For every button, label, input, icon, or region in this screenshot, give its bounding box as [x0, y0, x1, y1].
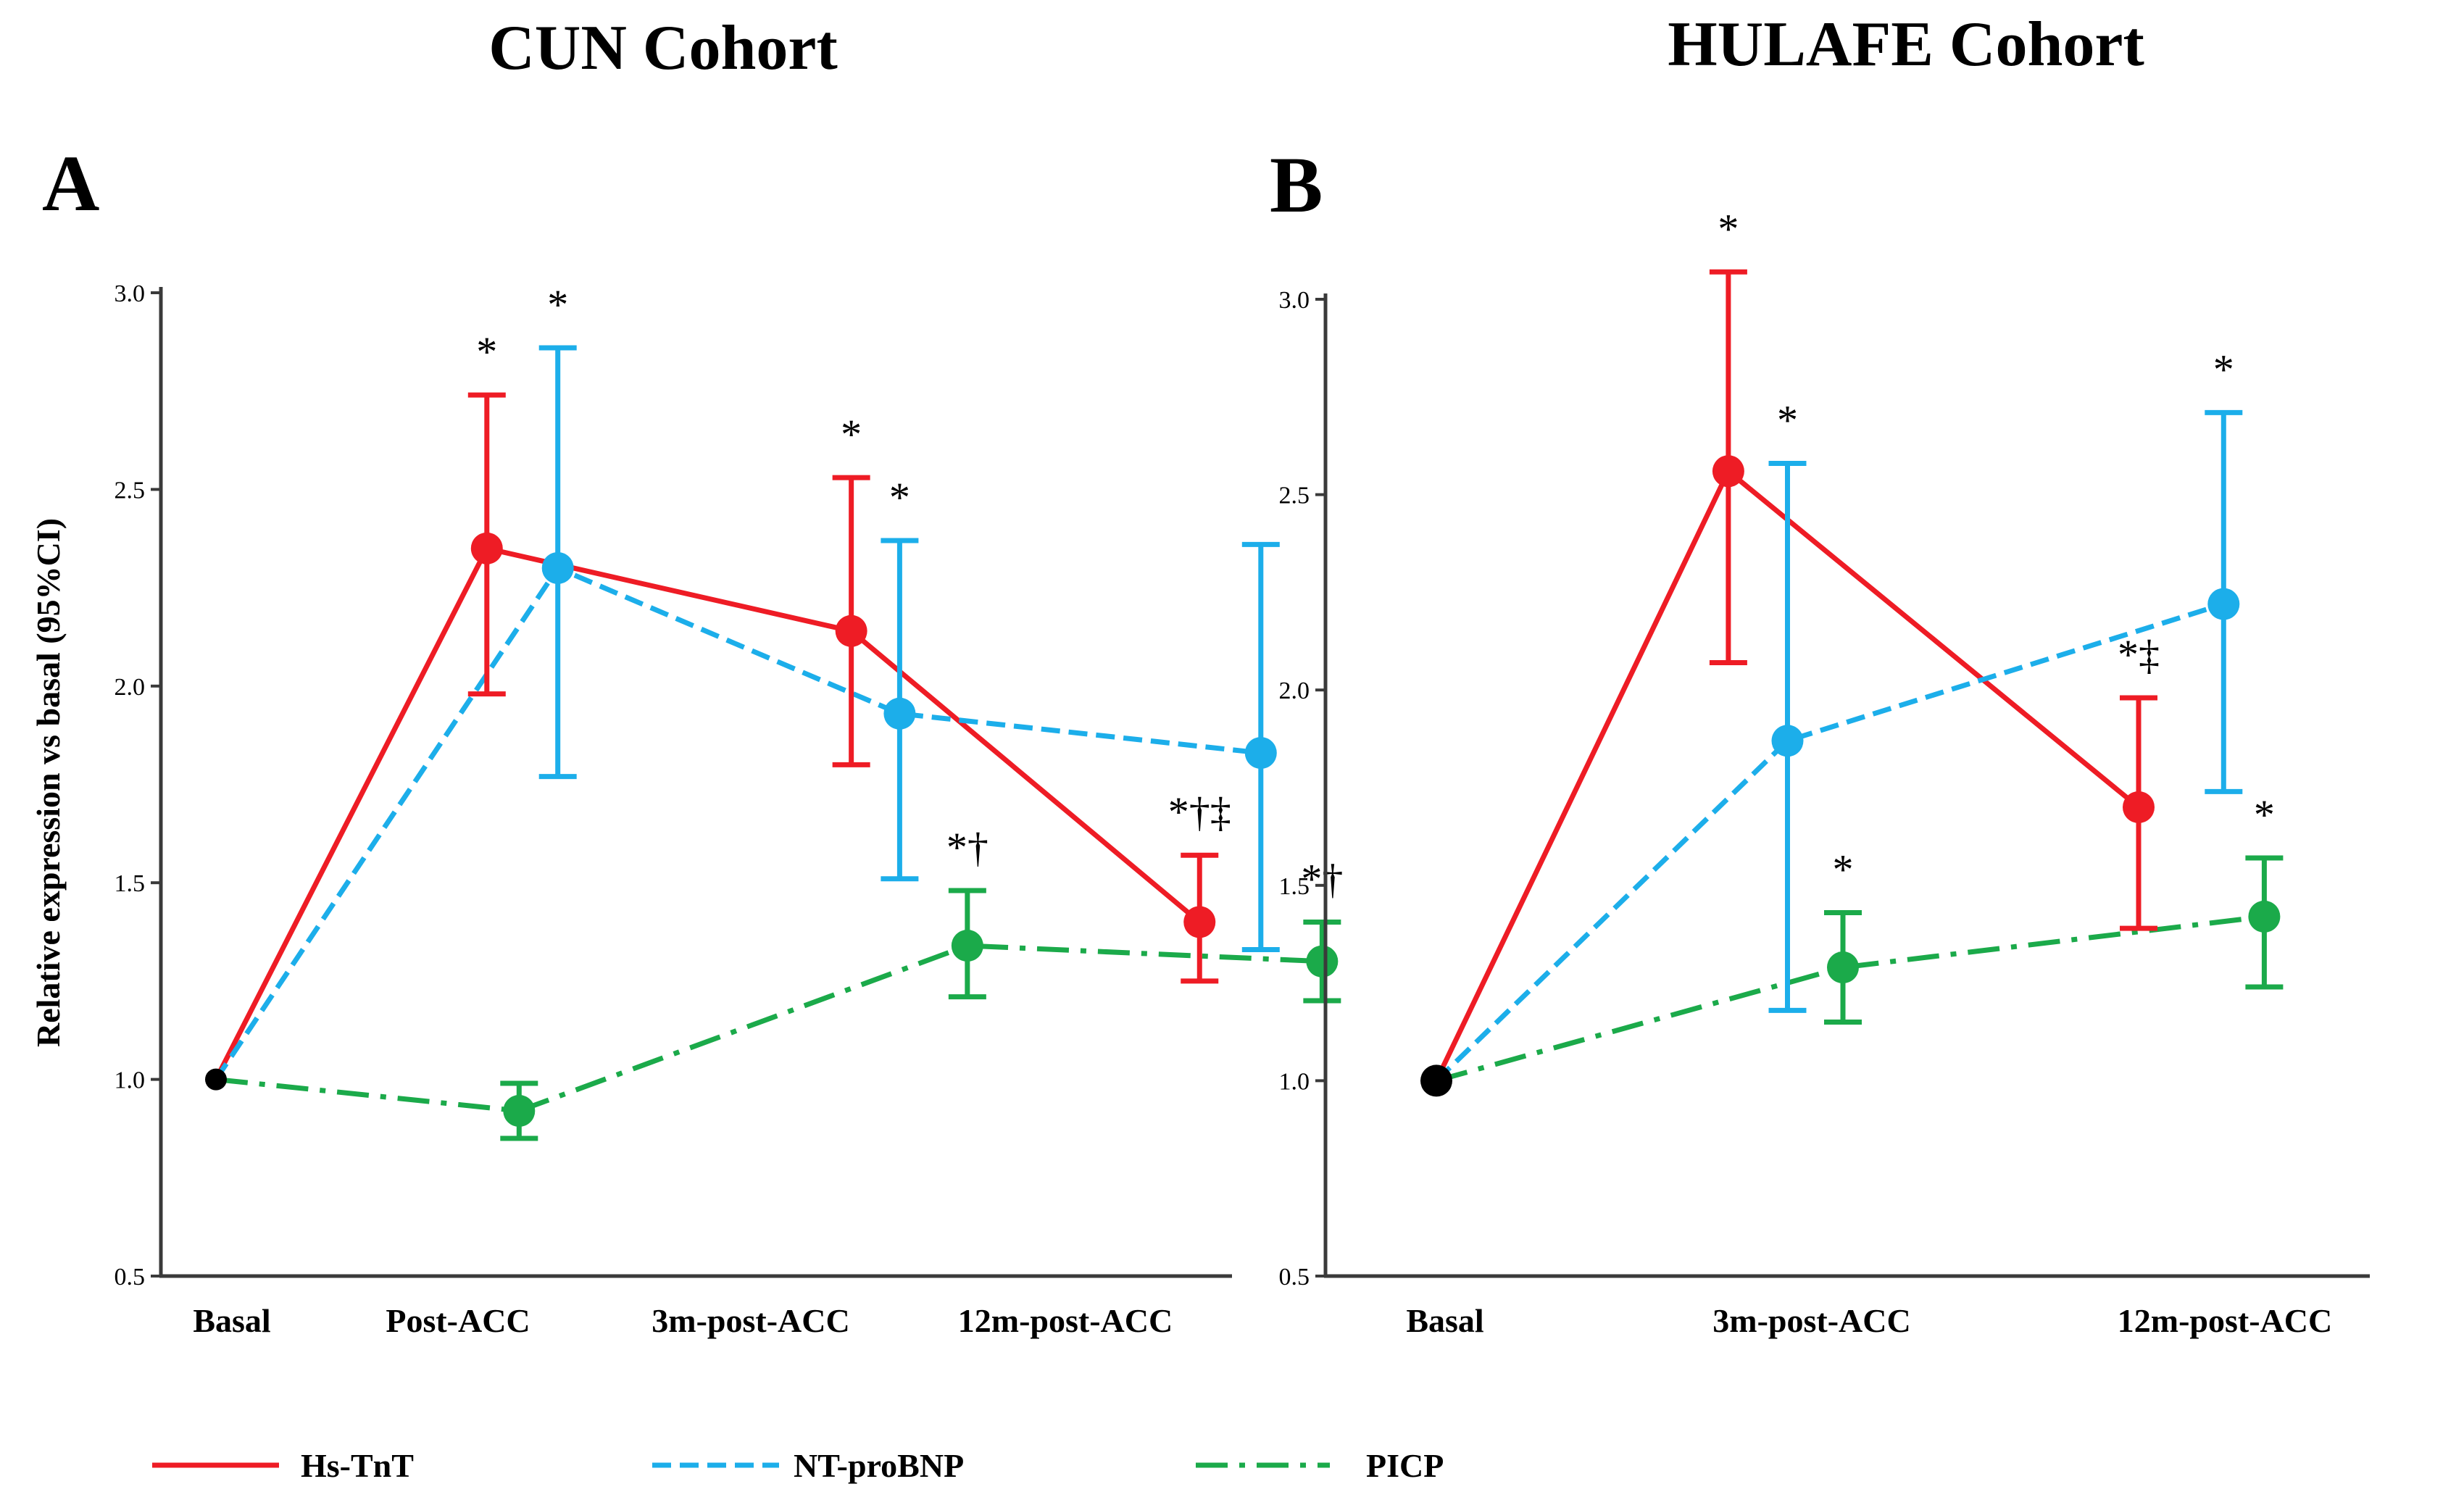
panel-a-marker-nt-probnp-1: [541, 551, 574, 584]
panel-a-ylabel: Relative expression vs basal (95%CI): [30, 518, 67, 1047]
panel-a-letter: A: [42, 139, 99, 228]
panel-b-annotation-picp-1: *: [1833, 846, 1854, 893]
panel-b-marker-basal: [1420, 1064, 1452, 1097]
panel-a-xcat-3m-post-acc: 3m-post-ACC: [652, 1302, 849, 1339]
panel-b-marker-hs-tnt-2: [2123, 791, 2155, 823]
panel-a-annotation-hs-tnt-3: *†‡: [1168, 788, 1231, 835]
legend-label-nt-probnp: NT-proBNP: [794, 1447, 964, 1484]
panel-a-annotation-picp-3: *†: [1301, 855, 1343, 902]
panel-a-marker-picp-2: [951, 930, 983, 962]
panel-b-annotation-nt-probnp-2: *: [2213, 346, 2234, 393]
panel-a-annotation-nt-probnp-1: *: [547, 281, 568, 328]
panel-b-ytick-label-4: 2.5: [1279, 483, 1310, 509]
panel-a-marker-hs-tnt-3: [1183, 906, 1216, 938]
panel-b-ytick-label-5: 3.0: [1279, 287, 1310, 314]
legend-label-picp: PICP: [1366, 1447, 1444, 1484]
panel-b-marker-nt-probnp-1: [1771, 725, 1804, 757]
panel-b-marker-hs-tnt-1: [1712, 455, 1744, 488]
panel-b-ytick-label-2: 1.5: [1279, 873, 1310, 900]
panel-b-marker-picp-1: [1827, 951, 1859, 984]
panel-b-title: HULAFE Cohort: [1668, 9, 2144, 80]
panel-b-letter: B: [1270, 141, 1323, 229]
panel-b-xcat-basal: Basal: [1406, 1302, 1483, 1339]
panel-b-line-picp: [1436, 914, 2265, 1083]
panel-a-line-hs-tnt: [213, 546, 1202, 1081]
legend-label-hs-tnt: Hs-TnT: [301, 1447, 414, 1484]
panel-b-line-nt-probnp: [1434, 601, 2225, 1083]
panel-b-annotation-picp-2: *: [2254, 791, 2275, 838]
panel-a-xcat-basal: Basal: [193, 1302, 270, 1339]
panel-b-marker-nt-probnp-2: [2207, 588, 2240, 620]
panel-a-marker-hs-tnt-1: [470, 532, 503, 564]
panel-a-ytick-label-3: 2.0: [115, 674, 146, 701]
panel-b-plot: 0.5 1.0 1.5 2.0 2.5 3.0 Basal 3m-post-ACC 12m-po…: [1279, 205, 2370, 1339]
panel-a-xcat-12m-post-acc: 12m-post-ACC: [958, 1302, 1173, 1339]
legend: Hs-TnT NT-proBNP PICP: [152, 1447, 1444, 1484]
panel-a-ytick-label-4: 2.5: [115, 477, 146, 504]
panel-b-xcat-12m-post-acc: 12m-post-ACC: [2118, 1302, 2332, 1339]
panel-a-line-picp: [215, 943, 1323, 1114]
panel-a-marker-nt-probnp-3: [1244, 737, 1277, 770]
panel-a-annotation-picp-2: *†: [946, 824, 988, 871]
panel-a-ytick-label-0: 0.5: [115, 1264, 146, 1291]
panel-a-ytick-label-5: 3.0: [115, 280, 146, 307]
panel-a-annotation-hs-tnt-2: *: [841, 411, 862, 458]
panel-b-annotation-nt-probnp-1: *: [1777, 396, 1798, 443]
panel-a-marker-nt-probnp-2: [883, 697, 916, 730]
panel-b-ytick-label-1: 1.0: [1279, 1068, 1310, 1095]
panel-b-annotation-hs-tnt-2: *‡: [2118, 631, 2160, 678]
panel-a-plot: 0.5 1.0 1.5 2.0 2.5 3.0 Basal Post-ACC 3m-post-A…: [115, 280, 1344, 1339]
panel-a-line-nt-probnp: [214, 565, 1262, 1081]
panel-a-xcat-post-acc: Post-ACC: [386, 1302, 530, 1339]
panel-b-annotation-hs-tnt-1: *: [1718, 205, 1739, 252]
panel-a-annotation-hs-tnt-1: *: [476, 328, 497, 375]
panel-b-ytick-label-3: 2.0: [1279, 678, 1310, 704]
panel-b-ytick-label-0: 0.5: [1279, 1264, 1310, 1291]
panel-b-marker-picp-2: [2248, 900, 2281, 933]
panel-a-marker-hs-tnt-2: [835, 614, 867, 647]
panel-a-ytick-label-1: 1.0: [115, 1067, 146, 1094]
panel-a-marker-picp-1: [503, 1095, 536, 1128]
panel-a-marker-picp-3: [1306, 945, 1339, 978]
panel-a-ytick-label-2: 1.5: [115, 870, 146, 897]
panel-a-title: CUN Cohort: [488, 13, 838, 83]
panel-b-xcat-3m-post-acc: 3m-post-ACC: [1712, 1302, 1910, 1339]
panel-a-marker-basal: [205, 1068, 227, 1091]
panel-a-annotation-nt-probnp-2: *: [889, 474, 910, 521]
